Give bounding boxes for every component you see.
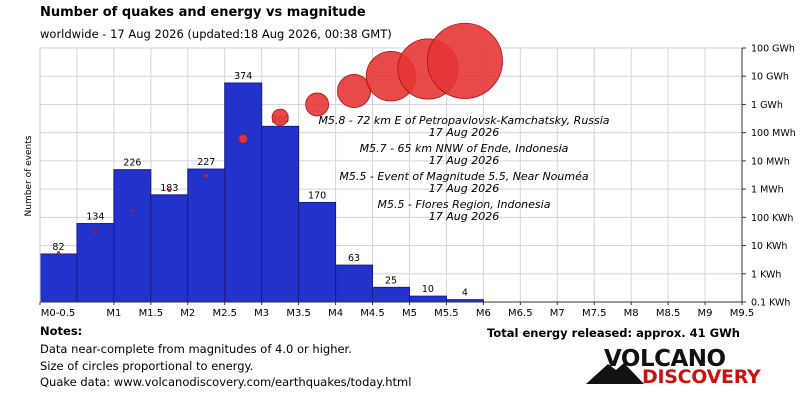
energy-circle [93,230,98,234]
x-tick-label: M4.5 [360,308,385,319]
energy-circle [305,92,330,117]
energy-circle [204,173,209,178]
x-tick-label: M9 [698,308,713,319]
histogram-bar [76,223,115,303]
histogram-bar [150,194,189,303]
energy-circle [130,209,134,213]
bar-count-label: 374 [234,71,252,82]
energy-tick-label: 10 GWh [751,72,789,83]
x-tick-label: M6 [476,308,491,319]
note-data-source: Quake data: www.volcanodiscovery.com/ear… [40,375,412,389]
histogram-bar [113,169,152,303]
x-tick-label: M9.5 [730,308,755,319]
energy-circle [426,22,503,99]
x-tick-label: M8 [624,308,639,319]
energy-tick-label: 0.1 KWh [751,298,790,309]
histogram-bar [335,264,374,303]
bar-count-label: 4 [462,288,468,299]
histogram-bar [408,295,447,303]
chart-subtitle: worldwide - 17 Aug 2026 (updated:18 Aug … [40,27,392,41]
chart-title: Number of quakes and energy vs magnitude [40,5,366,20]
x-tick-label: M1 [106,308,121,319]
energy-circle [167,188,171,193]
energy-tick-label: 100 KWh [751,213,793,224]
x-tick-label: M7.5 [582,308,607,319]
y-axis-label: Number of events [24,135,34,216]
annotation-title: M5.5 - Event of Magnitude 5.5, Near Noum… [339,170,588,183]
annotation-date: 17 Aug 2026 [429,182,499,195]
annotation-title: M5.8 - 72 km E of Petropavlovsk-Kamchats… [318,114,609,127]
note-circle-size: Size of circles proportional to energy. [40,359,254,373]
x-tick-label: M8.5 [656,308,681,319]
total-energy: Total energy released: approx. 41 GWh [487,326,740,340]
energy-circle [271,108,289,126]
bar-count-label: 183 [160,183,178,194]
histogram-bar [224,82,263,303]
x-tick-label: M1.5 [139,308,164,319]
annotation-date: 17 Aug 2026 [429,154,499,167]
histogram-bar [39,253,78,303]
logo-text-bottom: DISCOVERY [642,366,761,388]
bar-count-label: 25 [385,275,397,286]
logo-text-top: VOLCANO [604,346,726,372]
volcano-icon [586,363,644,384]
bar-count-label: 226 [123,158,141,169]
x-tick-label: M4 [328,308,343,319]
bar-count-label: 227 [197,157,215,168]
annotation-date: 17 Aug 2026 [429,126,499,139]
energy-tick-label: 10 KWh [751,241,787,252]
histogram-bar [372,286,410,303]
bar-count-label: 10 [422,284,434,295]
x-tick-label: M6.5 [508,308,533,319]
x-tick-label: M2.5 [212,308,237,319]
bar-count-label: 63 [348,253,360,264]
annotation-date: 17 Aug 2026 [429,210,499,223]
histogram-bar [298,201,337,303]
notes-title: Notes: [40,324,83,338]
histogram-bar [187,168,226,303]
energy-tick-label: 100 GWh [751,44,795,55]
energy-tick-label: 10 MWh [751,156,790,167]
x-tick-label: M7 [550,308,565,319]
x-tick-label: M3.5 [286,308,311,319]
x-tick-label: M3 [254,308,269,319]
energy-circle [337,73,372,108]
note-completeness: Data near-complete from magnitudes of 4.… [40,342,352,356]
x-tick-label: M2 [180,308,195,319]
energy-tick-label: 1 GWh [751,100,783,111]
energy-circle [238,134,249,144]
x-tick-label: M5.5 [434,308,459,319]
x-tick-label: M5 [402,308,417,319]
energy-tick-label: 1 KWh [751,269,781,280]
x-tick-label: M0-0.5 [41,308,76,319]
histogram-bar [261,125,300,303]
bar-count-label: 170 [308,190,326,201]
bar-count-label: 82 [52,242,64,253]
energy-tick-label: 1 MWh [751,185,784,196]
bar-count-label: 134 [86,212,104,223]
volcano-discovery-logo: VOLCANO DISCOVERY [586,346,766,392]
energy-circle [56,251,61,255]
annotation-title: M5.7 - 65 km NNW of Ende, Indonesia [360,142,569,155]
annotation-title: M5.5 - Flores Region, Indonesia [378,198,551,211]
energy-tick-label: 100 MWh [751,128,796,139]
